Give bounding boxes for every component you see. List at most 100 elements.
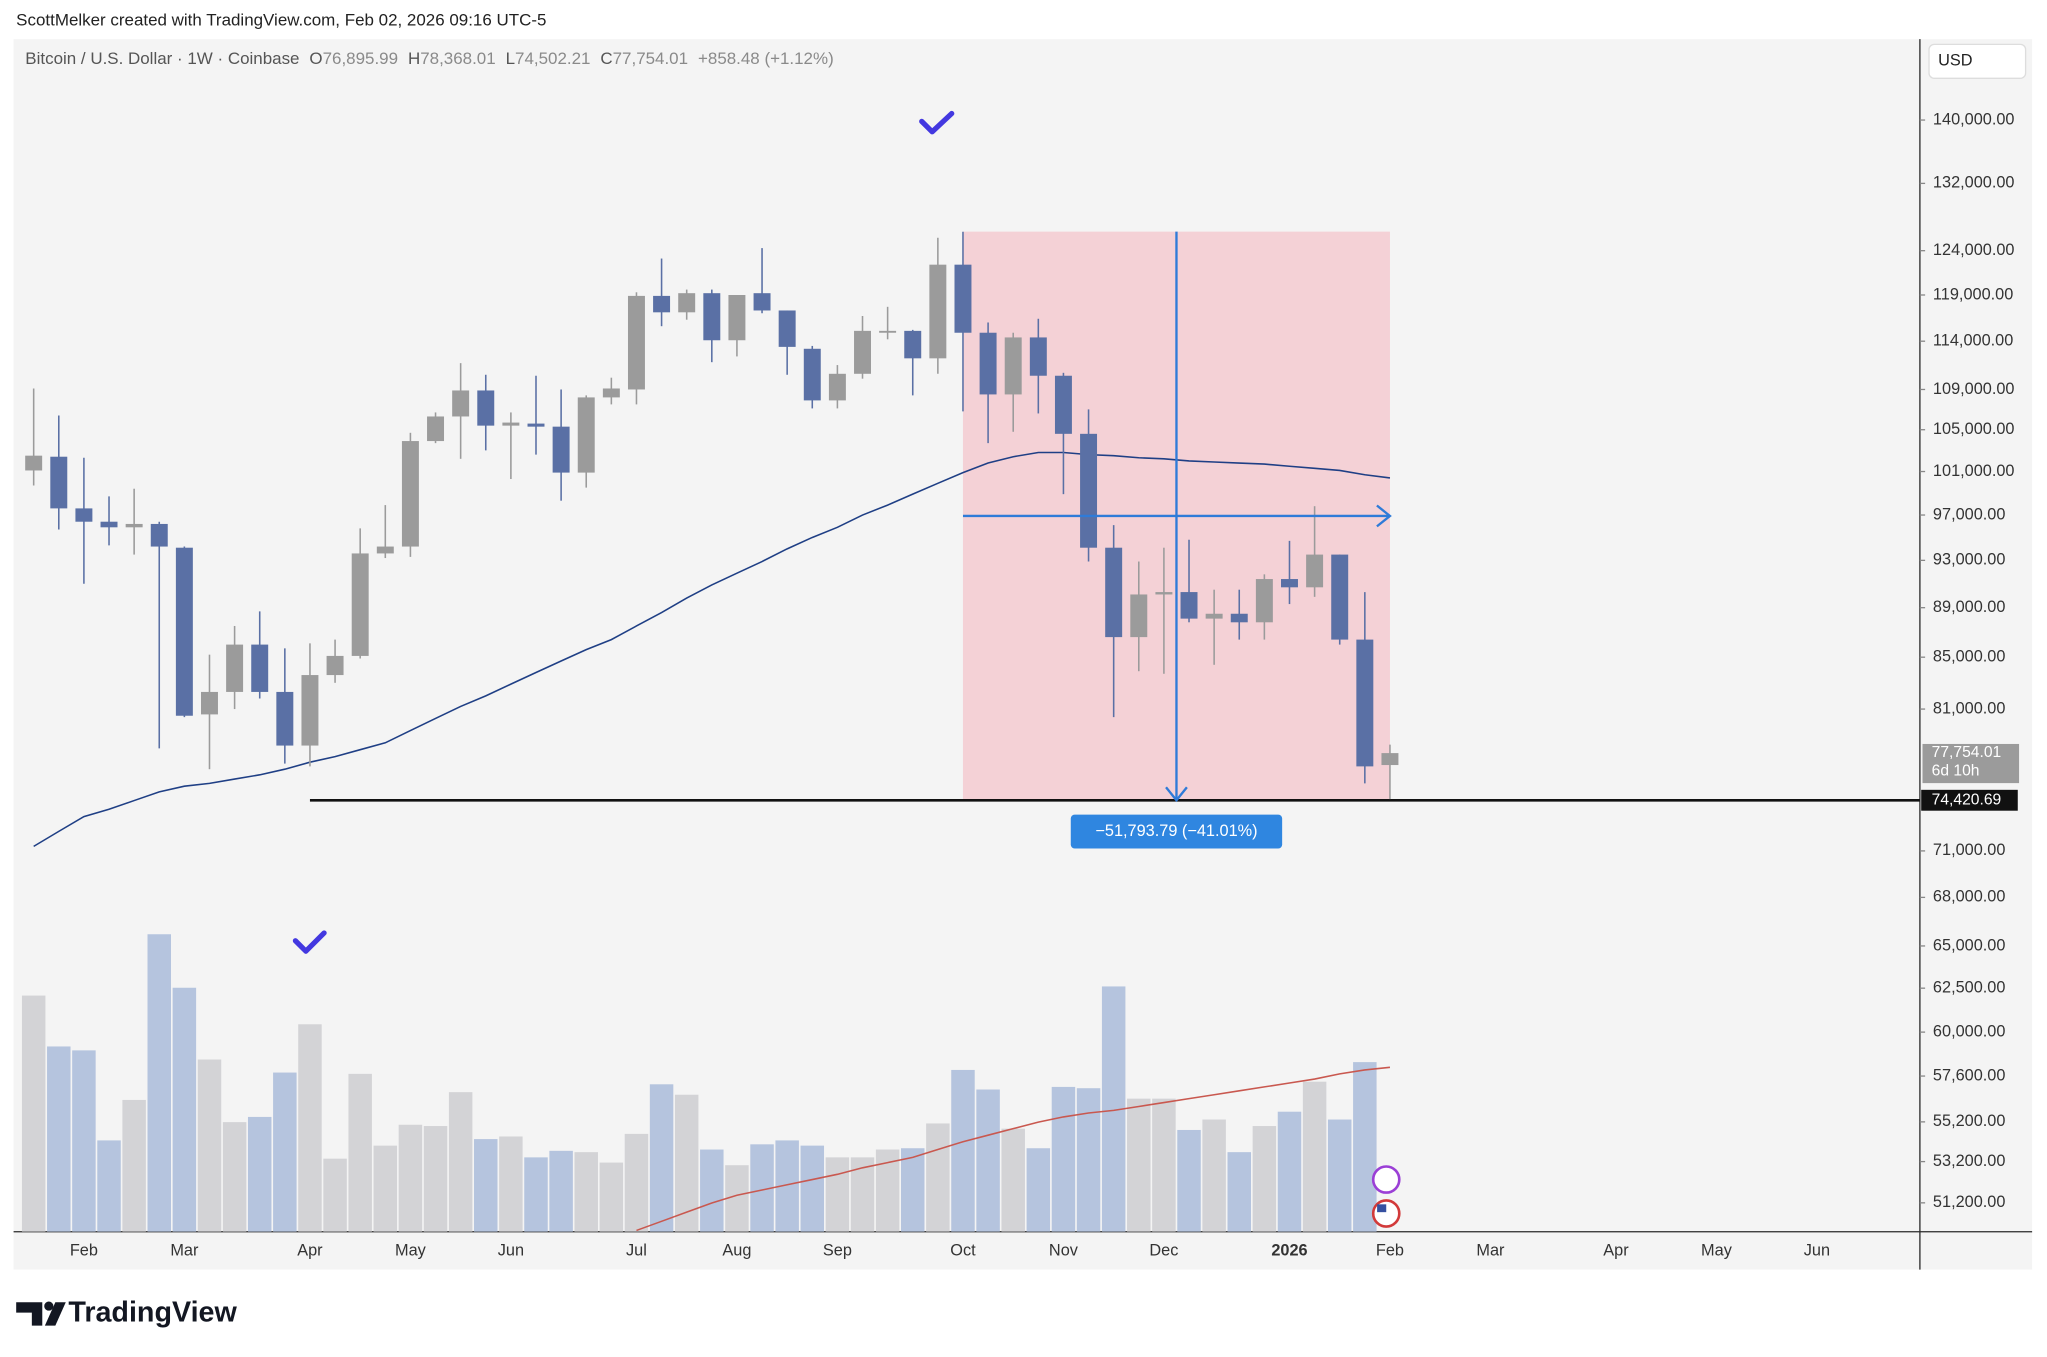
volume-bar bbox=[800, 1145, 825, 1232]
candle-body bbox=[452, 390, 470, 417]
checkmark bbox=[292, 930, 327, 954]
volume-bar bbox=[1177, 1129, 1201, 1232]
symbol: Bitcoin / U.S. Dollar · 1W · Coinbase bbox=[25, 50, 299, 69]
candle-body bbox=[150, 523, 168, 547]
y-tick-label: 119,000.00 bbox=[1933, 285, 2013, 303]
candle-body bbox=[201, 691, 218, 715]
volume-bar bbox=[875, 1149, 900, 1232]
ma-line bbox=[33, 451, 1391, 848]
volume-bar bbox=[1127, 1098, 1151, 1232]
candle-body bbox=[301, 675, 319, 746]
header: ScottMelker created with TradingView.com… bbox=[16, 10, 546, 29]
currency[interactable]: USD bbox=[1938, 52, 1972, 70]
candle-body bbox=[502, 422, 520, 426]
volume-bar bbox=[21, 995, 46, 1232]
volume-bar bbox=[976, 1089, 1000, 1232]
currency-button[interactable] bbox=[1928, 43, 2027, 79]
volume-bar bbox=[47, 1046, 71, 1232]
chart-panel bbox=[13, 39, 2033, 1270]
y-tick-label: 62,500.00 bbox=[1933, 978, 2006, 996]
candle-body bbox=[1080, 433, 1098, 548]
x-tick-label: Mar bbox=[1476, 1242, 1505, 1260]
volume-bar bbox=[1252, 1126, 1277, 1232]
x-tick-label: Mar bbox=[170, 1242, 199, 1260]
volume-bar bbox=[197, 1059, 222, 1232]
change: +858.48 (+1.12%) bbox=[698, 50, 834, 69]
candle-body bbox=[803, 348, 821, 401]
x-tick-label: Jun bbox=[1804, 1242, 1830, 1260]
candle-body bbox=[1105, 547, 1123, 638]
volume-bar bbox=[474, 1139, 498, 1232]
candle-body bbox=[401, 441, 419, 547]
price-badge-countdown: 6d 10h bbox=[1932, 763, 1980, 780]
volume-ma-line bbox=[636, 1066, 1391, 1232]
candle-body bbox=[954, 264, 972, 333]
logo-mark bbox=[44, 1301, 54, 1311]
x-tick-label: Feb bbox=[70, 1242, 98, 1260]
candle-body bbox=[1381, 753, 1399, 766]
volume-bar bbox=[775, 1140, 799, 1232]
ohlc-value: 77,754.01 bbox=[613, 50, 688, 69]
volume-bar bbox=[1277, 1111, 1302, 1232]
x-tick-label: May bbox=[1701, 1242, 1733, 1260]
volume-bar bbox=[674, 1094, 699, 1232]
ohlc-key: O bbox=[309, 50, 322, 69]
candle-body bbox=[879, 330, 897, 333]
volume-bar bbox=[750, 1144, 774, 1232]
x-tick-label: Jul bbox=[626, 1242, 647, 1260]
volume-bar bbox=[172, 987, 197, 1232]
price-badge-label: 77,754.01 bbox=[1932, 744, 2002, 761]
y-tick-label: 105,000.00 bbox=[1933, 420, 2015, 438]
candle-body bbox=[25, 455, 43, 471]
candle-body bbox=[75, 508, 93, 522]
volume-bar bbox=[273, 1072, 297, 1232]
volume-bar bbox=[549, 1150, 573, 1232]
logo-mark bbox=[16, 1302, 43, 1326]
ohlc-key: L bbox=[506, 50, 515, 69]
x-tick-label: May bbox=[395, 1242, 427, 1260]
volume-bar bbox=[649, 1084, 674, 1232]
candle-body bbox=[100, 521, 118, 528]
volume-bar bbox=[147, 934, 171, 1232]
candle-body bbox=[627, 295, 645, 390]
candle-body bbox=[678, 293, 696, 313]
y-tick-label: 65,000.00 bbox=[1933, 936, 2006, 954]
candle-body bbox=[175, 547, 193, 716]
candle-body bbox=[904, 330, 922, 359]
y-tick-label: 55,200.00 bbox=[1933, 1112, 2006, 1130]
candle-body bbox=[1205, 613, 1223, 619]
volume-bar bbox=[574, 1152, 598, 1232]
volume-bar bbox=[423, 1126, 448, 1232]
volume-bar bbox=[398, 1124, 423, 1232]
candle-body bbox=[477, 390, 495, 426]
volume-bar bbox=[1327, 1119, 1352, 1232]
measure-label-box bbox=[1070, 814, 1283, 849]
y-tick-label: 109,000.00 bbox=[1933, 380, 2015, 398]
event-icon[interactable] bbox=[1371, 1165, 1401, 1194]
x-tick-label: Nov bbox=[1049, 1242, 1079, 1260]
volume-bar bbox=[825, 1157, 850, 1232]
y-tick-label: 124,000.00 bbox=[1933, 241, 2015, 259]
x-tick-label: Oct bbox=[950, 1242, 976, 1260]
volume-bar bbox=[373, 1145, 398, 1232]
volume-bar bbox=[624, 1133, 649, 1232]
volume-bar bbox=[448, 1092, 473, 1232]
candle-body bbox=[1230, 613, 1248, 623]
volume-bar bbox=[97, 1140, 121, 1232]
y-tick-label: 101,000.00 bbox=[1933, 462, 2015, 480]
volume-bar bbox=[926, 1123, 950, 1232]
candle-body bbox=[577, 397, 595, 473]
footer-brand: TradingView bbox=[68, 1297, 237, 1329]
y-tick-label: 71,000.00 bbox=[1933, 841, 2006, 859]
flag-canton bbox=[1377, 1204, 1387, 1213]
candle-body bbox=[929, 264, 947, 359]
candle-body bbox=[427, 416, 445, 442]
measure-arrowhead bbox=[1165, 786, 1188, 803]
volume-bar bbox=[1302, 1081, 1327, 1232]
volume-bar bbox=[72, 1050, 96, 1232]
volume-bar bbox=[323, 1158, 347, 1232]
x-tick-label: Sep bbox=[823, 1242, 852, 1260]
candle-body bbox=[276, 691, 294, 746]
